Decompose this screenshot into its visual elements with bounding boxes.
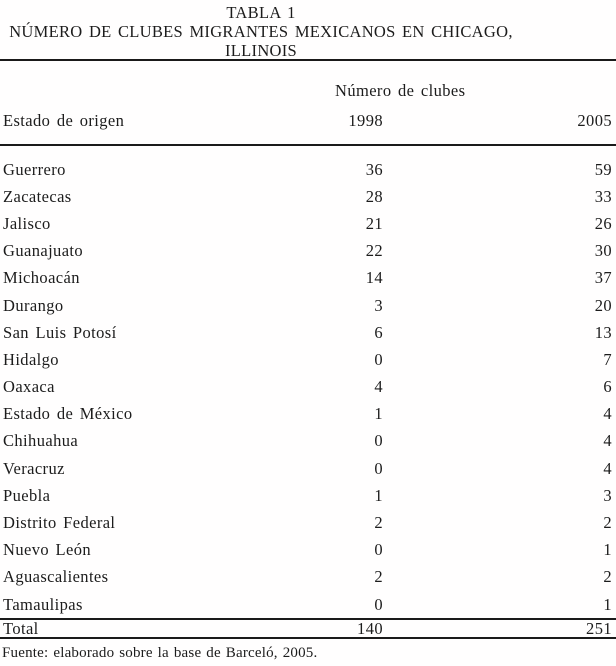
state-name: Guerrero xyxy=(3,159,66,179)
column-header-row: Estado de origen 1998 2005 xyxy=(0,111,616,131)
state-name: Distrito Federal xyxy=(3,513,116,533)
state-name: Michoacán xyxy=(3,268,80,288)
table-row: Hidalgo 0 7 xyxy=(0,346,616,373)
state-name: Durango xyxy=(3,295,64,315)
state-name: Chihuahua xyxy=(3,431,79,451)
column-header-origin: Estado de origen xyxy=(3,111,125,130)
table-column-header: Número de clubes Estado de origen 1998 2… xyxy=(0,61,616,146)
table-row: Veracruz 0 4 xyxy=(0,455,616,482)
table-row: Michoacán 14 37 xyxy=(0,265,616,292)
clubs-2005-value: 37 xyxy=(594,268,612,288)
state-name: Jalisco xyxy=(3,213,51,233)
clubs-2005-value: 1 xyxy=(603,540,612,560)
column-header-1998: 1998 xyxy=(348,111,383,130)
clubs-1998-value: 21 xyxy=(365,213,383,233)
clubs-2005-value: 59 xyxy=(594,159,612,179)
clubs-1998-value: 0 xyxy=(374,458,383,478)
table-row: Durango 3 20 xyxy=(0,292,616,319)
state-name: Oaxaca xyxy=(3,377,55,397)
clubs-2005-value: 2 xyxy=(603,567,612,587)
clubs-2005-value: 13 xyxy=(594,322,612,342)
clubs-2005-value: 2 xyxy=(603,513,612,533)
clubs-2005-value: 4 xyxy=(603,431,612,451)
clubs-1998-value: 36 xyxy=(365,159,383,179)
clubs-2005-value: 4 xyxy=(603,458,612,478)
clubs-1998-value: 0 xyxy=(374,594,383,614)
table-body: Guerrero 36 59 Zacatecas 28 33 Jalisco 2… xyxy=(0,146,616,621)
total-label: Total xyxy=(3,618,39,638)
clubs-2005-value: 26 xyxy=(594,213,612,233)
state-name: Zacatecas xyxy=(3,186,72,206)
state-name: Estado de México xyxy=(3,404,133,424)
source-note: Fuente: elaborado sobre la base de Barce… xyxy=(2,645,318,662)
state-name: Puebla xyxy=(3,485,51,505)
table-row: Nuevo León 0 1 xyxy=(0,537,616,564)
clubs-1998-value: 1 xyxy=(374,404,383,424)
table-row: San Luis Potosí 6 13 xyxy=(0,319,616,346)
clubs-1998-value: 2 xyxy=(374,567,383,587)
clubs-1998-value: 2 xyxy=(374,513,383,533)
clubs-1998-value: 22 xyxy=(365,241,383,261)
table-row: Chihuahua 0 4 xyxy=(0,428,616,455)
total-row: Total 140 251 xyxy=(0,618,616,640)
table-row: Guerrero 36 59 xyxy=(0,156,616,183)
clubs-2005-value: 4 xyxy=(603,404,612,424)
clubs-1998-value: 4 xyxy=(374,377,383,397)
state-name: Tamaulipas xyxy=(3,594,83,614)
state-name: Nuevo León xyxy=(3,540,92,560)
table-row: Aguascalientes 2 2 xyxy=(0,564,616,591)
clubs-1998-value: 0 xyxy=(374,540,383,560)
clubs-1998-value: 6 xyxy=(374,322,383,342)
clubs-2005-value: 1 xyxy=(603,594,612,614)
table-row: Puebla 1 3 xyxy=(0,482,616,509)
clubs-1998-value: 28 xyxy=(365,186,383,206)
clubs-1998-value: 3 xyxy=(374,295,383,315)
table-row: Tamaulipas 0 1 xyxy=(0,591,616,618)
total-value-2005: 251 xyxy=(586,618,612,638)
state-name: Aguascalientes xyxy=(3,567,109,587)
table-title-heading: NÚMERO DE CLUBES MIGRANTES MEXICANOS EN … xyxy=(9,22,513,60)
clubs-2005-value: 7 xyxy=(603,349,612,369)
clubs-2005-value: 3 xyxy=(603,485,612,505)
table-row: Guanajuato 22 30 xyxy=(0,238,616,265)
clubs-2005-value: 6 xyxy=(603,377,612,397)
clubs-2005-value: 20 xyxy=(594,295,612,315)
table-number-heading: TABLA 1 xyxy=(226,3,296,22)
table-title-block: TABLA 1 NÚMERO DE CLUBES MIGRANTES MEXIC… xyxy=(0,0,616,61)
clubs-2005-value: 30 xyxy=(594,241,612,261)
total-value-1998: 140 xyxy=(357,618,383,638)
table-title-inner: TABLA 1 NÚMERO DE CLUBES MIGRANTES MEXIC… xyxy=(0,0,522,60)
table-row: Jalisco 21 26 xyxy=(0,210,616,237)
clubs-2005-value: 33 xyxy=(594,186,612,206)
state-name: Veracruz xyxy=(3,458,65,478)
clubs-1998-value: 0 xyxy=(374,431,383,451)
table-row: Oaxaca 4 6 xyxy=(0,374,616,401)
table-row: Zacatecas 28 33 xyxy=(0,183,616,210)
clubs-1998-value: 1 xyxy=(374,485,383,505)
clubs-1998-value: 14 xyxy=(365,268,383,288)
clubs-1998-value: 0 xyxy=(374,349,383,369)
column-group-label: Número de clubes xyxy=(335,81,466,100)
table-row: Distrito Federal 2 2 xyxy=(0,509,616,536)
table-row: Estado de México 1 4 xyxy=(0,401,616,428)
state-name: San Luis Potosí xyxy=(3,322,117,342)
column-header-2005: 2005 xyxy=(577,111,612,130)
state-name: Hidalgo xyxy=(3,349,59,369)
state-name: Guanajuato xyxy=(3,241,84,261)
